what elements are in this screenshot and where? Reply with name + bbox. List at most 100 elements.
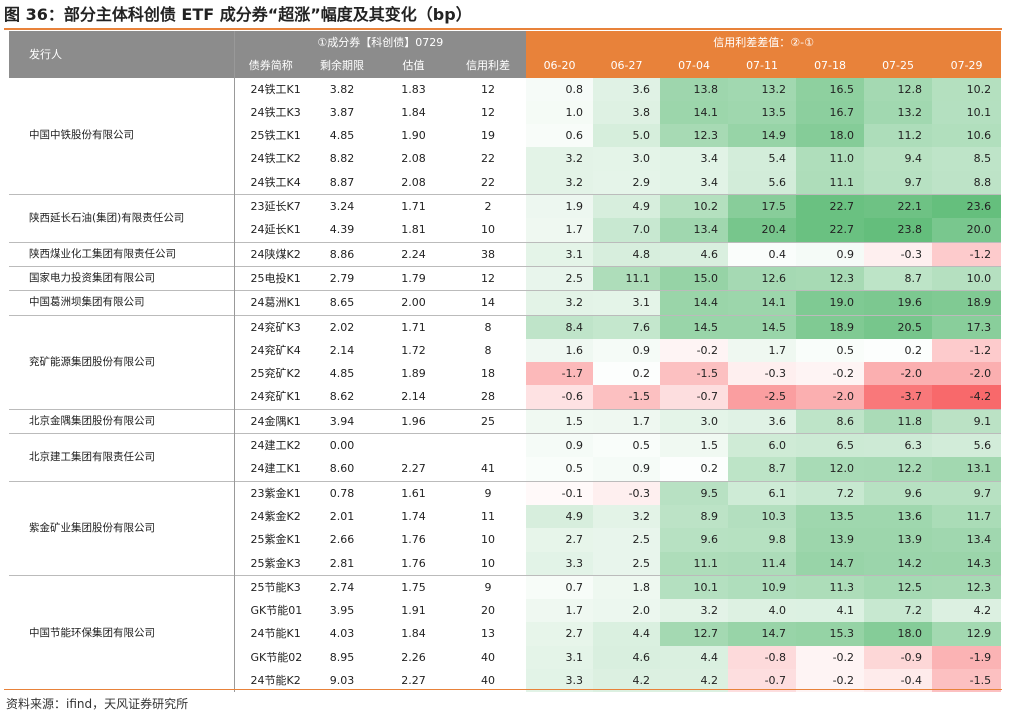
spread-diff-cell: -0.3 xyxy=(728,362,797,386)
spread-diff-cell: 8.8 xyxy=(932,170,1002,195)
col-header-date: 07-25 xyxy=(864,54,933,78)
spread-diff-cell: -2.5 xyxy=(728,385,797,410)
spread-diff-cell: 13.5 xyxy=(728,100,797,125)
spread-diff-cell: 3.6 xyxy=(593,77,661,101)
spread-diff-cell: 16.5 xyxy=(796,77,865,101)
spread-diff-cell: 9.6 xyxy=(864,480,933,505)
spread-diff-cell: 11.1 xyxy=(660,551,729,576)
spread-diff-cell: 0.8 xyxy=(526,77,594,101)
spread-diff-cell: 5.6 xyxy=(932,433,1002,458)
spread-diff-cell: -3.7 xyxy=(864,385,933,410)
valuation-cell: 2.27 xyxy=(401,462,426,476)
term-cell: 8.62 xyxy=(329,390,355,404)
spread-diff-cell: 8.7 xyxy=(864,265,933,291)
spread-diff-cell: 3.3 xyxy=(526,669,594,693)
valuation-cell: 1.91 xyxy=(401,604,426,618)
table-row: 24节能K2 9.03 2.27 40 3.3 4.2 4.2 -0.7 -0.2 -0.4 -1.… xyxy=(9,669,1002,693)
spread-diff-cell: 3.2 xyxy=(593,504,661,529)
spread-cell xyxy=(450,433,527,458)
spread-diff-cell: 3.6 xyxy=(728,408,797,434)
spread-diff-cell: -1.5 xyxy=(932,669,1002,693)
bond-cell: 25铁工K1 xyxy=(250,129,301,143)
spread-diff-cell: 3.2 xyxy=(660,599,729,623)
spread-diff-cell: 12.9 xyxy=(932,622,1002,646)
spread-diff-cell: -1.5 xyxy=(593,385,661,410)
spread-diff-cell: 10.6 xyxy=(932,124,1002,148)
spread-diff-cell: -2.0 xyxy=(932,362,1002,386)
term-cell: 3.95 xyxy=(329,604,355,618)
valuation-cell: 1.83 xyxy=(401,82,426,96)
spread-diff-cell: 3.4 xyxy=(660,147,729,171)
spread-diff-cell: 11.3 xyxy=(796,574,865,600)
valuation-cell: 1.75 xyxy=(377,574,450,600)
spread-diff-cell: 1.7 xyxy=(593,408,661,434)
issuer-cell: 陕西煤业化工集团有限责任公司 xyxy=(9,241,235,267)
table-row: 北京建工集团有限责任公司 24建工K2 0.00 0.9 0.5 1.5 6.0 6.5 6.3… xyxy=(9,433,1002,482)
issuer-cell: 中国节能环保集团有限公司 xyxy=(9,574,235,693)
spread-diff-cell: 3.1 xyxy=(526,241,594,267)
spread-cell: 41 xyxy=(481,462,496,476)
spread-diff-cell: 6.1 xyxy=(728,480,797,505)
spread-diff-cell: 12.5 xyxy=(864,574,933,600)
issuer-cell: 中国中铁股份有限公司 xyxy=(9,77,235,195)
spread-diff-cell: 9.4 xyxy=(864,147,933,171)
valuation-cell: 2.00 xyxy=(377,290,450,316)
valuation-cell: 1.96 xyxy=(377,408,450,434)
issuer-cell: 北京建工集团有限责任公司 xyxy=(9,433,235,482)
group1-header: ①成分券【科创债】0729 xyxy=(234,31,527,55)
spread-diff-cell: 0.4 xyxy=(728,241,797,267)
spread-cell: 19 xyxy=(481,129,496,143)
valuation-cell: 1.84 xyxy=(401,627,426,641)
spread-diff-cell: 0.2 xyxy=(593,362,661,386)
spread-diff-cell: 4.2 xyxy=(593,669,661,693)
spread-diff-cell: 8.9 xyxy=(660,504,729,529)
table-row: 25铁工K1 4.85 1.90 19 0.6 5.0 12.3 14.9 18.0 11.2 10… xyxy=(9,124,1002,148)
spread-diff-cell: 1.8 xyxy=(593,574,661,600)
valuation-cell: 1.79 xyxy=(377,265,450,291)
spread-diff-cell: 6.3 xyxy=(864,433,933,458)
valuation-cell: 1.84 xyxy=(401,105,426,119)
spread-cell: 22 xyxy=(481,175,496,189)
spread-diff-cell: 4.8 xyxy=(593,241,661,267)
spread-diff-cell: 2.7 xyxy=(526,622,594,646)
term-cell: 8.65 xyxy=(307,290,377,316)
valuation-cell: 1.81 xyxy=(401,223,426,237)
valuation-cell: 1.71 xyxy=(377,314,450,339)
spread-diff-cell: 1.7 xyxy=(526,599,594,623)
spread-diff-cell: 13.4 xyxy=(660,218,729,243)
spread-diff-cell: -0.3 xyxy=(593,480,661,505)
spread-diff-cell: 11.2 xyxy=(864,124,933,148)
spread-diff-cell: 9.8 xyxy=(728,528,797,552)
table-row: 中国节能环保集团有限公司 25节能K3 2.74 1.75 9 0.7 1.8 10.1 10.… xyxy=(9,574,1002,693)
spread-diff-cell: 5.0 xyxy=(593,124,661,148)
col-header-term: 剩余期限 xyxy=(307,54,377,78)
table-row: 紫金矿业集团股份有限公司 23紫金K1 0.78 1.61 9 -0.1 -0.3 9.5 6.… xyxy=(9,480,1002,576)
source-note: 资料来源：ifind，天风证券研究所 xyxy=(6,697,189,711)
spread-diff-cell: -1.7 xyxy=(526,362,594,386)
spread-cell: 8 xyxy=(484,343,492,357)
valuation-cell: 2.14 xyxy=(401,390,426,404)
table-row: 25紫金K3 2.81 1.76 10 3.3 2.5 11.1 11.4 14.7 14.2 14… xyxy=(9,551,1002,576)
spread-diff-cell: 8.4 xyxy=(526,314,594,339)
term-cell: 4.85 xyxy=(329,129,355,143)
spread-diff-cell: 14.7 xyxy=(796,551,865,576)
spread-diff-cell: 3.1 xyxy=(593,290,661,316)
spread-cell: 14 xyxy=(450,290,527,316)
spread-diff-cell: -0.7 xyxy=(660,385,729,410)
spread-diff-cell: -0.2 xyxy=(796,645,865,670)
table-row: 24建工K1 8.60 2.27 41 0.5 0.9 0.2 8.7 12.0 12.2 13.1 xyxy=(9,457,1002,482)
issuer-header: 发行人 xyxy=(9,31,235,78)
col-header-bond: 债券简称 xyxy=(234,54,307,78)
spread-diff-cell: 5.6 xyxy=(728,170,797,195)
bond-cell: 24铁工K4 xyxy=(250,175,301,189)
table-row: GK节能01 3.95 1.91 20 1.7 2.0 3.2 4.0 4.1 7.2 4.2 xyxy=(9,599,1002,623)
spread-diff-cell: 3.2 xyxy=(526,170,594,195)
table-row: 中国中铁股份有限公司 24铁工K1 3.82 1.83 12 0.8 3.6 13.8 13.2… xyxy=(9,77,1002,195)
spread-diff-cell: 14.5 xyxy=(660,314,729,339)
spread-diff-cell: 14.5 xyxy=(728,314,797,339)
bond-cell: 25电投K1 xyxy=(234,265,307,291)
spread-diff-cell: 13.9 xyxy=(796,528,865,552)
spread-diff-cell: 0.2 xyxy=(864,338,933,363)
spread-cell: 10 xyxy=(481,556,496,570)
spread-diff-cell: 11.1 xyxy=(593,265,661,291)
